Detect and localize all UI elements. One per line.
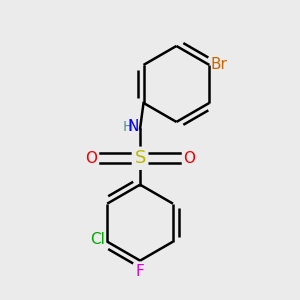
Text: Cl: Cl bbox=[90, 232, 105, 247]
Text: O: O bbox=[85, 151, 97, 166]
Text: F: F bbox=[136, 264, 145, 279]
Text: Br: Br bbox=[211, 58, 228, 73]
Text: O: O bbox=[183, 151, 195, 166]
Text: S: S bbox=[134, 149, 146, 167]
Text: H: H bbox=[123, 120, 134, 134]
Text: N: N bbox=[127, 119, 138, 134]
